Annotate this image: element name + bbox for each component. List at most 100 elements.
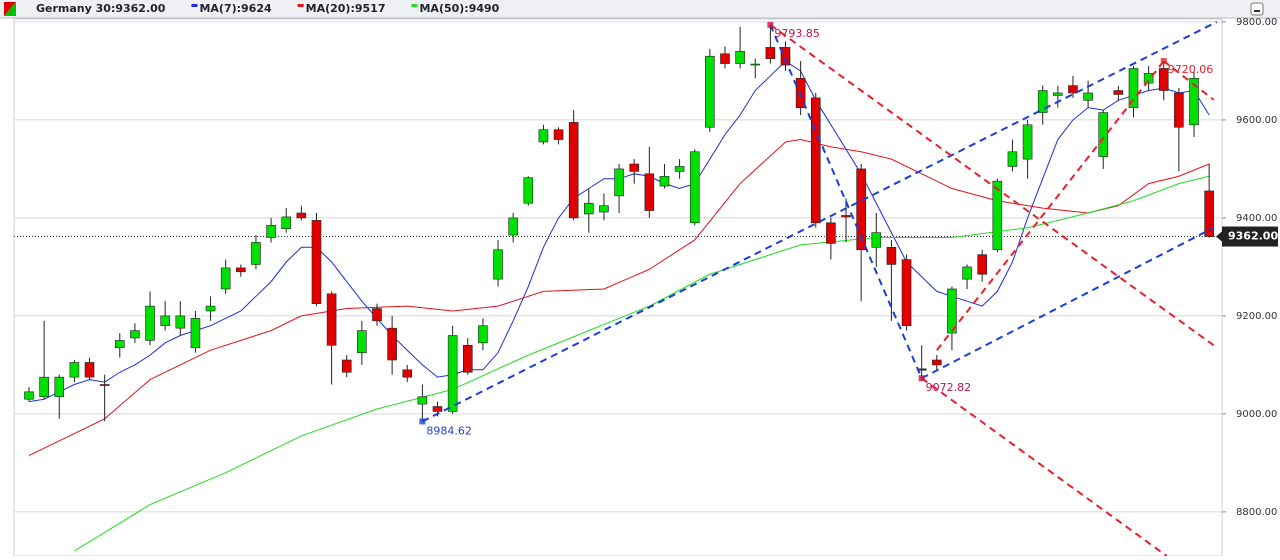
trend-line: [1163, 60, 1215, 101]
candle-body: [175, 315, 186, 329]
candle-body: [1174, 92, 1184, 128]
candle-body: [1068, 85, 1078, 94]
candle-body: [523, 177, 534, 204]
price-tag-label: 9362.00: [1228, 230, 1278, 243]
candle-body: [992, 180, 1003, 251]
pivot-marker: [1160, 58, 1167, 65]
candle-body: [311, 220, 322, 304]
candle-body: [886, 247, 897, 265]
candle-body: [130, 330, 140, 339]
candle-body: [402, 369, 413, 378]
candle-body: [236, 267, 246, 273]
candle-body: [568, 122, 579, 219]
candle-body: [674, 166, 685, 172]
legend-label: MA(7):9624: [199, 2, 272, 15]
pivot-marker: [419, 418, 426, 425]
candle-body: [795, 77, 806, 108]
price-tag-pointer: [1216, 230, 1223, 243]
ma-line: [74, 175, 1210, 552]
legend-label: Germany 30:9362.00: [36, 2, 166, 15]
trend-line: [936, 60, 1165, 351]
candle-body: [1189, 77, 1199, 126]
annotation: 9072.82: [926, 381, 972, 394]
y-tick-label: 9000.00: [1236, 409, 1277, 420]
candle-body: [553, 129, 564, 140]
candle-body: [1022, 124, 1033, 160]
candle-body: [1007, 151, 1018, 167]
legend-swatch: [411, 4, 418, 7]
legend-bar: [0, 0, 1280, 18]
y-axis: 8800.00 9000.00 9200.00 9400.00 9600.00 9800.…: [1216, 17, 1278, 518]
candle-body: [538, 129, 549, 143]
candle-body: [493, 249, 503, 280]
y-tick-label: 9600.00: [1236, 115, 1277, 126]
candle-body: [931, 359, 942, 366]
legend-swatch: [297, 4, 304, 7]
trend-line: [769, 24, 923, 379]
candle-body: [1037, 90, 1048, 113]
candle-body: [644, 173, 655, 211]
candle-body: [1204, 190, 1214, 237]
candle-body: [1083, 92, 1093, 101]
candle-body: [99, 384, 110, 386]
candle-body: [1098, 112, 1109, 157]
candle-body: [659, 175, 670, 187]
annotation: 8984.62: [426, 424, 472, 437]
candle-body: [1143, 73, 1154, 84]
candle-body: [1158, 68, 1169, 91]
candle-body: [357, 330, 367, 353]
candle-body: [826, 222, 836, 244]
candle-body: [190, 318, 201, 349]
plot: 9793.85 8984.62 9072.82 9720.06: [24, 21, 1218, 557]
candle-body: [326, 293, 337, 346]
legend: Germany 30:9362.00 MA(7):9624 MA(20):9517 M…: [36, 2, 500, 15]
candle-body: [689, 151, 700, 224]
candle-body: [160, 315, 170, 327]
candle-body: [856, 168, 866, 251]
candle-body: [220, 267, 231, 290]
candle-body: [947, 288, 957, 334]
annotation: 9793.85: [774, 27, 820, 40]
candle-body: [387, 327, 397, 361]
y-tick-label: 9400.00: [1236, 213, 1277, 224]
trend-line: [921, 377, 1168, 557]
legend-label: MA(50):9490: [419, 2, 499, 15]
candle-body: [508, 217, 518, 236]
candle-body: [705, 55, 715, 128]
candle-body: [478, 325, 488, 344]
ma-line: [28, 139, 1210, 457]
candle-body: [341, 359, 352, 373]
candle-body: [54, 376, 65, 398]
candle-body: [750, 63, 761, 66]
candle-body: [432, 406, 443, 412]
candle-body: [584, 202, 594, 215]
minimize-button[interactable]: [1250, 2, 1264, 16]
pivot-marker: [767, 21, 774, 28]
y-tick-label: 9800.00: [1236, 17, 1277, 28]
candle-body: [629, 163, 640, 172]
candle-body: [24, 391, 34, 400]
candle-body: [810, 97, 821, 224]
candle-body: [296, 212, 307, 219]
candle-body: [871, 232, 882, 248]
legend-label: MA(20):9517: [306, 2, 386, 15]
candle-body: [39, 376, 49, 398]
candle-body: [281, 216, 292, 229]
price-tag: [1222, 226, 1278, 247]
legend-swatch: [191, 4, 198, 7]
symbol-icon: [4, 2, 16, 16]
candle-body: [69, 362, 80, 378]
candle-body: [735, 51, 745, 64]
candle-body: [372, 308, 382, 322]
candle-body: [962, 266, 972, 280]
candle-body: [720, 53, 730, 64]
candle-body: [266, 224, 276, 238]
annotation: 9720.06: [1168, 63, 1214, 76]
y-tick-label: 9200.00: [1236, 311, 1277, 322]
plot-area: [13, 18, 1223, 557]
candle-body: [841, 215, 851, 218]
candle-body: [84, 362, 95, 378]
candle-body: [447, 335, 458, 412]
candle-body: [205, 305, 216, 312]
